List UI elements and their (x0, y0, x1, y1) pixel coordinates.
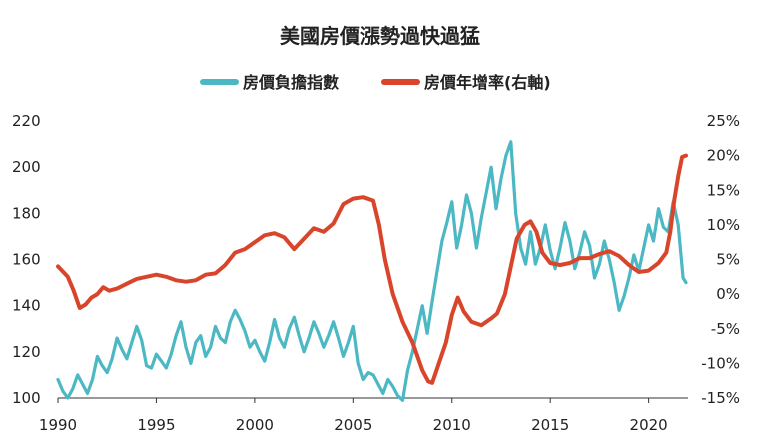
left-tick-label: 120 (12, 343, 41, 361)
left-tick-label: 180 (12, 204, 41, 222)
right-tick-label: -10% (701, 354, 740, 372)
left-axis-ticks: 100 120 140 160 180 200 220 (12, 112, 41, 407)
x-tick-label: 2020 (630, 416, 668, 434)
x-tick-label: 2000 (236, 416, 274, 434)
x-tick-label: 2010 (433, 416, 471, 434)
x-tick-label: 2015 (531, 416, 569, 434)
x-tick-label: 1990 (39, 416, 77, 434)
right-tick-label: 5% (716, 251, 740, 269)
left-tick-label: 160 (12, 251, 41, 269)
x-tick-label: 1995 (137, 416, 175, 434)
right-axis-ticks: -15% -10% -5% 0% 5% 10% 15% 20% 25% (701, 112, 740, 407)
right-tick-label: 20% (707, 147, 740, 165)
legend-label-yoy: 房價年增率(右軸) (424, 73, 551, 92)
right-tick-label: 10% (707, 216, 740, 234)
left-tick-label: 100 (12, 389, 41, 407)
chart-title: 美國房價漲勢過快過猛 (280, 24, 480, 48)
series-layer (56, 140, 688, 402)
right-tick-label: 0% (716, 285, 740, 303)
legend: 房價負擔指數 房價年增率(右軸) (200, 73, 551, 92)
left-tick-label: 220 (12, 112, 41, 130)
right-tick-label: 25% (707, 112, 740, 130)
series-line-affordability-index (56, 140, 688, 402)
right-tick-label: 15% (707, 181, 740, 199)
series-line-price-yoy (56, 153, 688, 385)
left-tick-label: 140 (12, 297, 41, 315)
x-axis-ticks: 1990 1995 2000 2005 2010 2015 2020 (39, 398, 668, 434)
right-tick-label: -15% (701, 389, 740, 407)
right-tick-label: -5% (711, 320, 740, 338)
x-tick-label: 2005 (334, 416, 372, 434)
left-tick-label: 200 (12, 158, 41, 176)
legend-label-affordability: 房價負擔指數 (243, 73, 339, 92)
